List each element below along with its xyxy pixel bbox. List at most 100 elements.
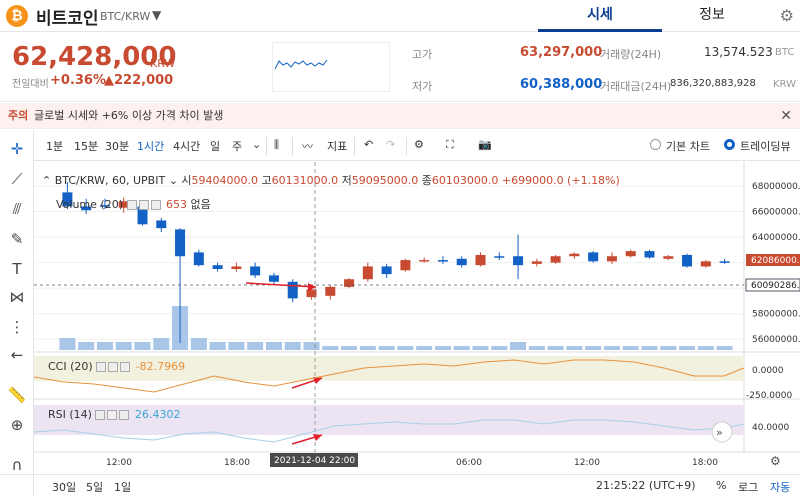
range-5d[interactable]: 5일 — [86, 481, 104, 494]
candle — [682, 254, 693, 267]
volume-bars — [59, 306, 733, 350]
volume-bar — [228, 342, 245, 350]
chevron-down-icon[interactable]: ▼ — [152, 8, 162, 22]
volume-bar — [660, 346, 677, 350]
volume-bar — [416, 346, 433, 350]
range-30d[interactable]: 30일 — [52, 481, 77, 494]
redo-icon[interactable]: ↷ — [386, 138, 396, 151]
trade-amount-unit: KRW — [773, 79, 796, 90]
notice-banner: 주의 글로벌 시세와 +6% 이상 가격 차이 발생 ✕ — [0, 103, 800, 129]
volume-legend-title[interactable]: Volume (20) — [56, 198, 123, 211]
camera-icon[interactable]: 📷 — [478, 138, 492, 151]
grid — [34, 185, 744, 340]
tradingview-radio[interactable] — [724, 139, 735, 150]
coin-name[interactable]: 비트코인 — [36, 9, 99, 29]
collapse-icon[interactable]: ⌃ — [42, 174, 55, 187]
interval-week[interactable]: 주 — [232, 140, 243, 153]
back-arrow-icon[interactable]: ← — [10, 346, 24, 364]
fib-icon[interactable]: ⫻ — [12, 200, 22, 218]
rsi-band — [34, 405, 744, 435]
interval-15m[interactable]: 15분 — [74, 140, 99, 153]
candle — [606, 256, 617, 262]
volume-bar — [585, 346, 602, 350]
eye-icon[interactable] — [126, 200, 137, 210]
close-icon[interactable] — [120, 362, 131, 372]
chart-canvas[interactable]: 68000000.066000000.064000000.062000000.0… — [33, 162, 800, 477]
symbol-title[interactable]: BTC/KRW, 60, UPBIT — [54, 174, 166, 187]
interval-more-icon[interactable]: ⌄ — [252, 138, 262, 151]
measure-icon[interactable]: ⋮ — [9, 318, 25, 336]
tab-market-price[interactable]: 시세 — [538, 0, 662, 32]
interval-1m[interactable]: 1분 — [46, 140, 64, 153]
pattern-icon[interactable]: ⋈ — [9, 288, 25, 306]
high-value: 60131000.0 — [271, 174, 339, 187]
candle — [569, 253, 580, 257]
volume-bar — [78, 342, 95, 350]
text-icon[interactable]: T — [12, 260, 22, 278]
rsi-legend-title[interactable]: RSI (14) — [48, 408, 92, 421]
cci-legend: CCI (20) -82.7969 — [48, 360, 185, 373]
interval-day[interactable]: 일 — [210, 140, 221, 153]
range-1d[interactable]: 1일 — [114, 481, 132, 494]
ruler-icon[interactable]: 📏 — [7, 386, 27, 404]
notice-tag: 주의 — [8, 109, 29, 122]
candle-type-icon[interactable]: ⫼ — [274, 138, 280, 151]
close-icon[interactable] — [119, 410, 130, 420]
price-chart[interactable]: 68000000.066000000.064000000.062000000.0… — [33, 162, 800, 477]
tab-info[interactable]: 정보 — [699, 7, 725, 23]
eye-icon[interactable] — [96, 362, 107, 372]
cci-line — [33, 359, 745, 393]
low-value: 60,388,000 — [520, 77, 603, 92]
settings-icon[interactable] — [108, 362, 119, 372]
coin-pair[interactable]: BTC/KRW — [100, 10, 151, 23]
indicator-icon[interactable]: 〰 — [302, 140, 313, 153]
candle — [306, 289, 317, 298]
undo-icon[interactable]: ↶ — [364, 138, 374, 151]
volume-bar — [209, 342, 226, 350]
fullscreen-icon[interactable]: ⛶ — [446, 138, 454, 151]
auto-toggle[interactable]: 자동 — [770, 481, 791, 494]
cci-legend-title[interactable]: CCI (20) — [48, 360, 93, 373]
basic-chart-label[interactable]: 기본 차트 — [666, 140, 710, 153]
trendline-icon[interactable]: ⟋ — [11, 170, 23, 188]
volume-bar — [566, 346, 583, 350]
volume-bar — [472, 346, 489, 350]
crosshair-price-tag — [745, 278, 800, 292]
volume-bar — [603, 346, 620, 350]
magnet-icon[interactable]: ∩ — [11, 456, 23, 474]
volume-bar — [265, 342, 282, 350]
basic-chart-radio[interactable] — [650, 139, 661, 150]
settings-icon[interactable]: ⚙ — [414, 138, 424, 151]
volume-bar — [59, 338, 76, 350]
candle — [344, 279, 355, 287]
indicator-button[interactable]: 지표 — [327, 140, 348, 153]
gear-icon[interactable]: ⚙ — [770, 454, 781, 468]
volume-bar — [153, 338, 170, 350]
chevron-right-icon[interactable]: » — [716, 426, 723, 439]
volume-bar — [247, 342, 264, 350]
gear-icon[interactable]: ⚙ — [779, 6, 794, 25]
brush-icon[interactable]: ✎ — [10, 230, 24, 248]
candle — [588, 252, 599, 262]
scroll-right-button[interactable] — [711, 421, 733, 443]
settings-icon[interactable] — [138, 200, 149, 210]
volume-bar — [341, 346, 358, 350]
settings-icon[interactable] — [107, 410, 118, 420]
interval-4h[interactable]: 4시간 — [173, 140, 201, 153]
close-icon[interactable]: ✕ — [780, 108, 792, 124]
divider — [292, 137, 293, 155]
interval-1h[interactable]: 1시간 — [137, 140, 165, 153]
close-icon[interactable] — [150, 200, 161, 210]
candle — [325, 286, 336, 296]
percent-toggle[interactable]: % — [716, 479, 727, 492]
chevron-down-icon[interactable]: ⌄ — [168, 174, 182, 187]
interval-30m[interactable]: 30분 — [105, 140, 130, 153]
y-tick: 64000000.0 — [752, 233, 800, 243]
zoom-in-icon[interactable]: ⊕ — [10, 416, 24, 434]
eye-icon[interactable] — [95, 410, 106, 420]
crosshair-icon[interactable]: ✛ — [10, 140, 24, 158]
clock-time[interactable]: 21:25:22 (UTC+9) — [596, 479, 696, 492]
log-toggle[interactable]: 로그 — [738, 481, 759, 494]
tradingview-label[interactable]: 트레이딩뷰 — [740, 140, 791, 153]
change-percent: +0.36% — [50, 73, 106, 88]
